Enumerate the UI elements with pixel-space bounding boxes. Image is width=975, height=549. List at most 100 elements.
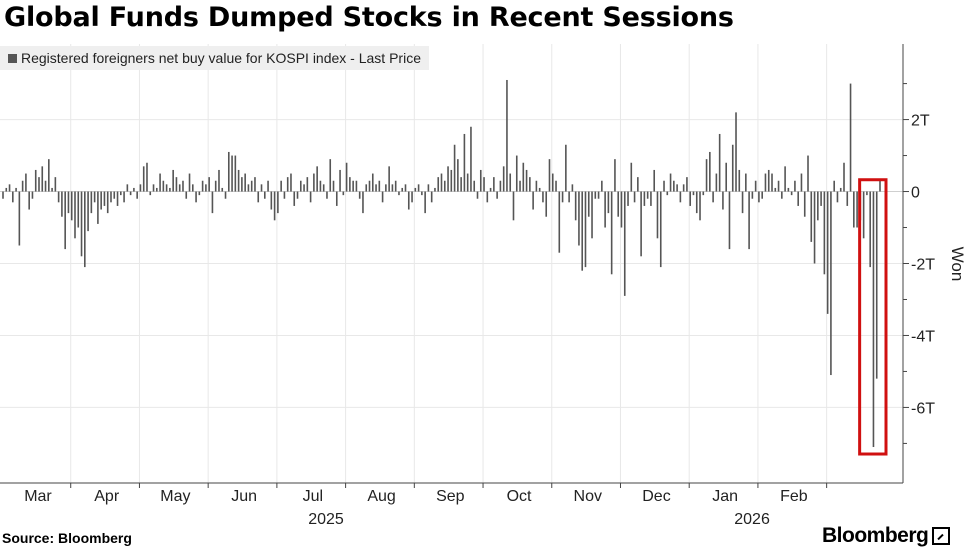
bar bbox=[856, 191, 858, 228]
bar bbox=[532, 191, 534, 210]
bar bbox=[329, 159, 332, 192]
bar bbox=[682, 184, 685, 192]
bar bbox=[823, 191, 826, 275]
bar bbox=[784, 166, 786, 192]
axes bbox=[0, 44, 909, 488]
bar bbox=[538, 187, 541, 192]
bar bbox=[424, 191, 426, 214]
gridlines bbox=[0, 44, 903, 483]
bar bbox=[493, 177, 495, 192]
bar bbox=[257, 191, 260, 203]
bar bbox=[123, 191, 125, 203]
bar bbox=[254, 177, 256, 192]
bar bbox=[836, 191, 839, 203]
bar bbox=[38, 177, 40, 192]
bar bbox=[489, 187, 492, 192]
bar bbox=[64, 191, 66, 250]
bar bbox=[512, 191, 515, 221]
brand-name: Bloomberg bbox=[822, 524, 929, 547]
bar bbox=[208, 177, 210, 192]
bar bbox=[126, 184, 129, 192]
bar bbox=[774, 187, 777, 192]
bar bbox=[375, 184, 377, 192]
bar bbox=[869, 191, 871, 268]
bar bbox=[499, 180, 502, 192]
bar bbox=[51, 187, 53, 192]
bar bbox=[735, 112, 737, 192]
bar bbox=[650, 191, 652, 206]
bar bbox=[260, 184, 263, 192]
bar bbox=[188, 173, 191, 192]
x-tick-label: Oct bbox=[507, 488, 532, 505]
bar bbox=[142, 166, 145, 192]
bar bbox=[702, 191, 705, 196]
bar bbox=[70, 191, 73, 221]
bar bbox=[741, 191, 744, 214]
bar bbox=[139, 184, 142, 192]
bar bbox=[529, 177, 531, 192]
bar bbox=[182, 180, 184, 192]
bar bbox=[542, 191, 544, 203]
bar bbox=[620, 191, 623, 228]
bar bbox=[365, 184, 368, 192]
bar bbox=[267, 180, 269, 192]
x-tick-label: Jan bbox=[712, 488, 738, 505]
bar bbox=[378, 180, 381, 192]
bar bbox=[290, 173, 292, 192]
bar bbox=[509, 173, 512, 192]
bar bbox=[440, 173, 443, 192]
bar bbox=[479, 169, 482, 192]
bar bbox=[286, 177, 289, 192]
bar bbox=[656, 191, 659, 239]
bar bbox=[401, 187, 404, 192]
bar bbox=[725, 162, 727, 192]
bar bbox=[103, 191, 106, 206]
bar bbox=[594, 191, 597, 199]
bar bbox=[54, 177, 57, 192]
bar bbox=[12, 191, 14, 203]
bar bbox=[411, 191, 413, 203]
bar bbox=[565, 144, 567, 192]
bar bbox=[231, 155, 233, 192]
bar bbox=[335, 191, 338, 206]
chart-title: Global Funds Dumped Stocks in Recent Ses… bbox=[4, 2, 734, 33]
bar bbox=[718, 133, 721, 192]
bar bbox=[309, 191, 312, 203]
bar bbox=[221, 187, 224, 192]
brand-logo: Bloomberg bbox=[822, 524, 951, 548]
bar bbox=[149, 191, 152, 196]
bar bbox=[93, 191, 96, 203]
bar bbox=[771, 173, 773, 192]
bar bbox=[159, 173, 161, 192]
x-tick-label: Sep bbox=[436, 488, 465, 505]
bar bbox=[453, 144, 456, 192]
bar bbox=[21, 180, 24, 192]
bar bbox=[205, 184, 207, 192]
bar bbox=[417, 184, 420, 192]
y-tick-label: 0 bbox=[911, 185, 920, 202]
bar bbox=[561, 191, 564, 203]
bar bbox=[610, 191, 613, 275]
bar bbox=[77, 191, 80, 228]
bar bbox=[165, 184, 168, 192]
bar bbox=[306, 177, 309, 192]
bar bbox=[332, 180, 335, 192]
bar bbox=[568, 191, 570, 203]
bar bbox=[280, 180, 282, 192]
bar bbox=[201, 180, 204, 192]
bar bbox=[637, 177, 639, 192]
bar bbox=[214, 180, 217, 192]
y-tick-label: 2T bbox=[911, 113, 930, 130]
bar bbox=[97, 191, 99, 224]
bar bbox=[551, 173, 554, 192]
x-tick-label: May bbox=[160, 488, 190, 505]
bar bbox=[535, 180, 538, 192]
bar bbox=[807, 155, 809, 192]
bar bbox=[731, 144, 734, 192]
highlight-box bbox=[858, 178, 888, 456]
bar bbox=[270, 191, 273, 210]
bar bbox=[227, 151, 230, 192]
legend-swatch bbox=[8, 53, 17, 63]
bar bbox=[358, 191, 361, 199]
bar bbox=[414, 187, 417, 192]
